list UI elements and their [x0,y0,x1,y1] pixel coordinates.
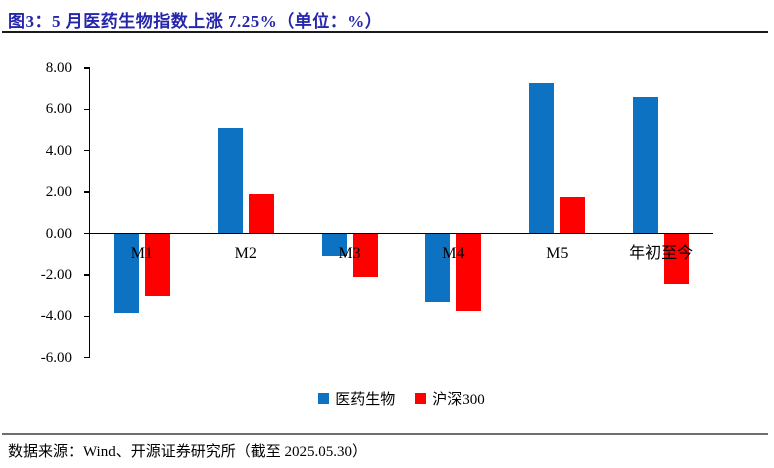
bar-医药生物-年初至今 [633,96,659,234]
bar-沪深300-M1 [144,234,170,297]
x-axis-category-label: M1 [130,244,154,262]
bar-沪深300-M3 [352,234,378,277]
bar-沪深300-年初至今 [664,234,690,284]
x-axis-category-label: M5 [546,244,569,262]
legend-label-series2: 沪深300 [432,392,485,408]
bar-医药生物-M5 [529,83,555,234]
y-axis-tick-label: -6.00 [40,349,72,366]
y-axis-tick [84,108,90,111]
y-axis-tick [84,274,90,276]
data-source-note: 数据来源：Wind、开源证券研究所（截至 2025.05.30） [8,444,367,460]
bar-医药生物-M1 [113,234,139,313]
legend-swatch-red-icon [415,393,427,404]
bar-医药生物-M3 [321,234,347,256]
y-axis-tick-label: 6.00 [45,101,72,118]
legend-item-series1: 医药生物 [318,388,395,409]
y-axis-tick [84,315,90,318]
y-axis-tick-label: -4.00 [40,308,72,325]
y-axis-tick-label: 0.00 [45,225,72,242]
y-axis-tick [84,356,90,359]
legend-item-series2: 沪深300 [415,388,485,409]
y-axis-tick-label: -2.00 [40,266,72,283]
y-axis-tick [84,149,90,152]
y-axis-tick-label: 2.00 [45,184,72,201]
y-axis-tick-label: 4.00 [45,142,72,159]
figure-title: 图3：5 月医药生物指数上涨 7.25%（单位：%） [8,12,383,31]
bar-医药生物-M2 [217,127,243,234]
x-axis-line [90,232,713,235]
x-axis-category-label: M2 [234,244,257,262]
y-axis-tick [84,191,90,193]
x-axis-category-label: M3 [338,244,361,262]
bar-医药生物-M4 [425,234,451,302]
legend-label-series1: 医药生物 [335,392,396,408]
y-axis-tick [84,232,90,235]
bar-chart: 8.00 6.00 4.00 2.00 0.00 -2.00 -4.00 -6.00 M1 M2 M… [40,59,713,366]
legend-swatch-blue-icon [318,393,330,404]
x-axis-category-label: 年初至今 [629,244,694,262]
y-axis-line [88,67,90,358]
y-axis-tick-label: 8.00 [45,59,72,76]
footer-rule [2,433,768,435]
bar-沪深300-M2 [248,194,274,234]
y-axis-tick [84,67,90,69]
chart-legend: 医药生物 沪深300 [90,388,713,409]
bar-沪深300-M5 [560,197,586,234]
bar-沪深300-M4 [456,234,482,311]
x-axis-category-label: M4 [442,244,465,262]
title-rule [2,31,768,33]
